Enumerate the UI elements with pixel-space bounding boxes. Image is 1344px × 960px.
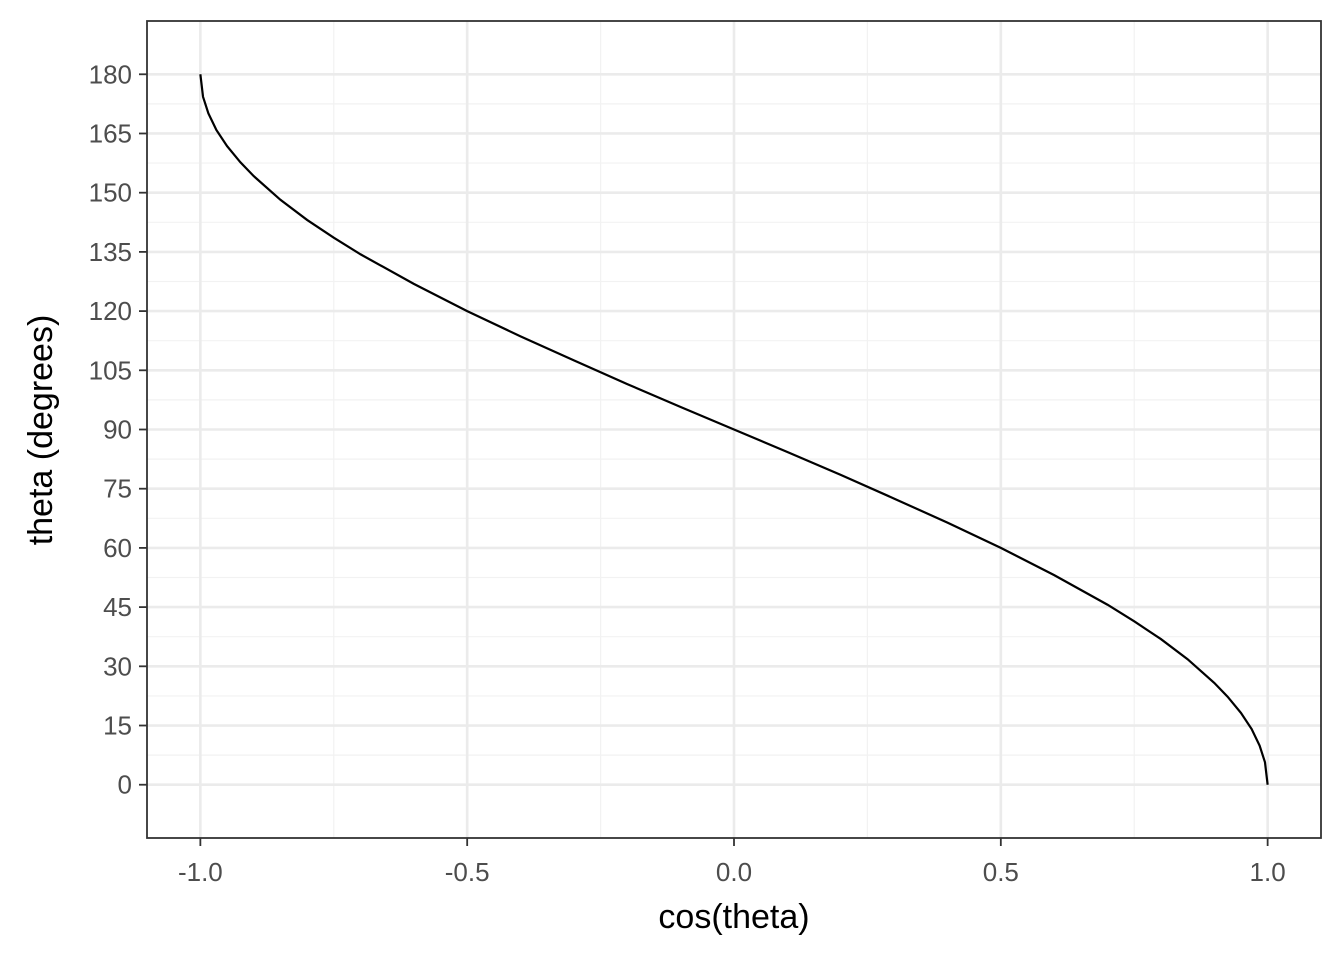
y-tick-label: 75 <box>103 474 132 504</box>
x-tick-label: 0.5 <box>983 857 1019 887</box>
y-tick-label: 90 <box>103 415 132 445</box>
y-tick-label: 30 <box>103 651 132 681</box>
y-tick-label: 135 <box>89 237 132 267</box>
series-line <box>199 74 1269 785</box>
y-tick-label: 15 <box>103 711 132 741</box>
y-tick-label: 0 <box>118 770 132 800</box>
x-axis: -1.0 -0.5 0.0 0.5 1.0 <box>178 838 1286 887</box>
y-axis-title: theta (degrees) <box>22 315 60 546</box>
y-tick-label: 105 <box>89 355 132 385</box>
y-tick-label: 150 <box>89 178 132 208</box>
x-axis-title: cos(theta) <box>658 898 809 936</box>
y-tick-label: 120 <box>89 296 132 326</box>
y-tick-label: 165 <box>89 118 132 148</box>
y-axis: 0 15 30 45 60 75 90 105 120 135 150 165 180 <box>89 59 147 800</box>
y-tick-label: 60 <box>103 533 132 563</box>
x-tick-label: 1.0 <box>1250 857 1286 887</box>
y-tick-label: 45 <box>103 592 132 622</box>
grid <box>147 21 1321 838</box>
x-tick-label: 0.0 <box>716 857 752 887</box>
y-tick-label: 180 <box>89 59 132 89</box>
x-tick-label: -0.5 <box>445 857 490 887</box>
x-tick-label: -1.0 <box>178 857 223 887</box>
